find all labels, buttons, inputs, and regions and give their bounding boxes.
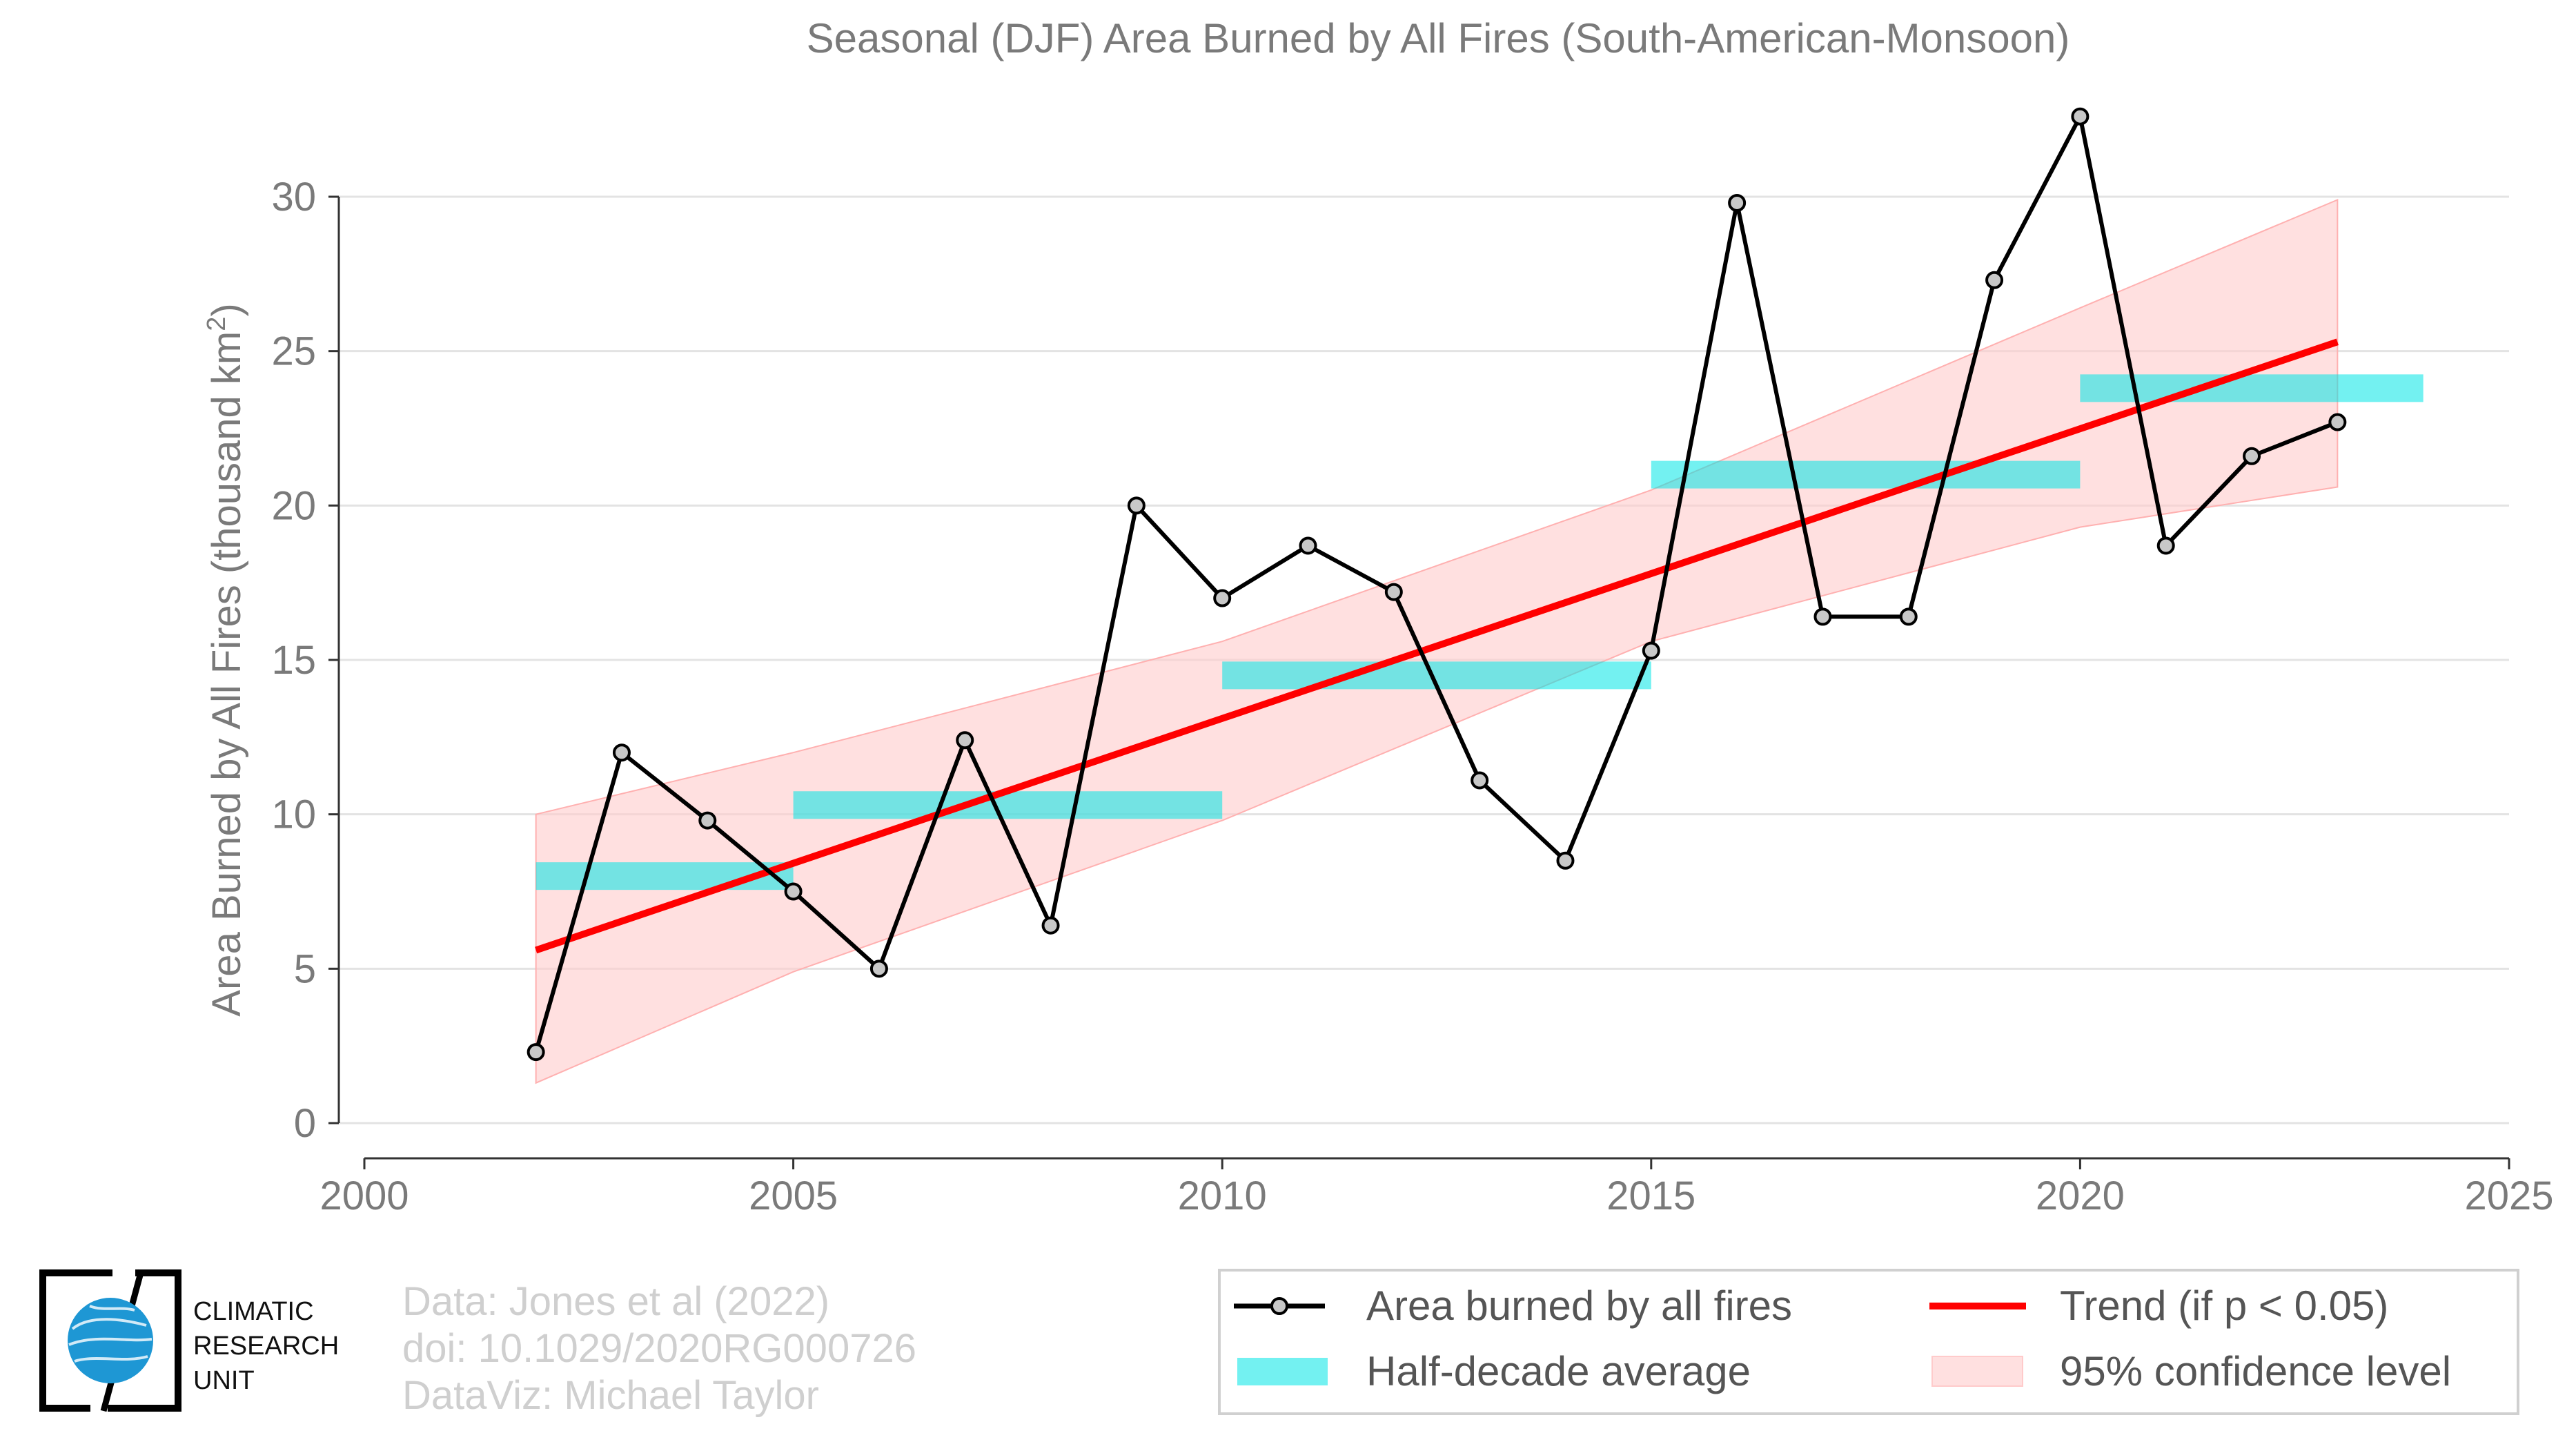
y-tick-label: 10	[271, 792, 316, 837]
x-tick-label: 2025	[2464, 1174, 2553, 1218]
x-tick-labels: 2000 2005 2010 2015 2020 2025	[319, 1158, 2554, 1218]
credit-data: Data: Jones et al (2022)	[402, 1279, 829, 1324]
globe-icon	[68, 1298, 153, 1383]
logo-frame-right	[108, 1269, 181, 1412]
data-point	[1384, 583, 1403, 601]
legend-marker-swatch	[1270, 1297, 1288, 1315]
data-point	[2156, 536, 2175, 555]
legend-label-band: 95% confidence level	[2060, 1348, 2451, 1394]
data-point	[2328, 413, 2347, 431]
y-tick-label: 15	[271, 638, 316, 683]
area-burned-line	[533, 114, 2339, 1053]
area-burned-layer	[527, 107, 2347, 1062]
x-tick-label: 2010	[1178, 1174, 1267, 1218]
x-tick-label: 2020	[2036, 1174, 2125, 1218]
legend-box	[1218, 1269, 2519, 1415]
data-point	[2071, 107, 2090, 126]
data-point	[1728, 193, 1747, 212]
x-tick-label: 2015	[1606, 1174, 1695, 1218]
data-point	[784, 882, 803, 901]
half-decade-average-bar	[793, 791, 1223, 819]
credit-doi: doi: 10.1029/2020RG000726	[402, 1326, 916, 1371]
x-tick-label: 2000	[319, 1174, 409, 1218]
logo-text-line1: CLIMATIC	[193, 1297, 314, 1326]
y-tick-label: 25	[271, 329, 316, 374]
cru-logo: CLIMATIC RESEARCH UNIT	[39, 1269, 339, 1412]
trend-line	[535, 338, 2339, 954]
y-tick-label: 5	[294, 946, 316, 991]
data-point	[1213, 589, 1232, 607]
y-tick-label: 20	[271, 483, 316, 528]
legend-average-swatch	[1237, 1358, 1328, 1385]
y-axis-label-end: )	[204, 303, 249, 316]
data-point	[2243, 447, 2261, 465]
data-point	[527, 1043, 545, 1062]
y-tick-label: 0	[294, 1101, 316, 1146]
y-tick-labels: 0 5 10 15 20 25 30	[271, 175, 339, 1146]
data-point	[1471, 771, 1489, 790]
trend-layer	[535, 338, 2339, 954]
legend: Area burned by all fires Half-decade ave…	[1218, 1269, 2519, 1415]
data-point	[956, 731, 974, 750]
logo-text-line2: RESEARCH	[193, 1332, 339, 1361]
credit-dataviz: DataViz: Michael Taylor	[402, 1373, 819, 1418]
data-point	[1899, 607, 1918, 626]
data-point	[1556, 851, 1575, 870]
confidence-band-layer	[535, 198, 2339, 1084]
data-point	[1985, 271, 2004, 289]
confidence-band	[535, 198, 2339, 1084]
chart-title: Seasonal (DJF) Area Burned by All Fires …	[807, 15, 2070, 61]
legend-band-swatch	[1931, 1356, 2023, 1387]
logo-frame-left	[39, 1269, 112, 1412]
data-point	[1299, 536, 1317, 555]
legend-label-trend: Trend (if p < 0.05)	[2060, 1283, 2388, 1329]
logo-text-line3: UNIT	[193, 1366, 255, 1395]
y-axis-label: Area Burned by All Fires (thousand km2)	[202, 303, 249, 1016]
y-axis-label-superscript: 2	[202, 317, 231, 331]
data-point	[1127, 496, 1146, 515]
data-point	[1642, 641, 1660, 660]
data-point	[612, 743, 631, 762]
half-decade-average-bar	[1651, 460, 2081, 489]
y-tick-label: 30	[271, 175, 316, 220]
data-point	[869, 960, 888, 978]
x-tick-label: 2005	[749, 1174, 838, 1218]
globe-swirl	[68, 1305, 153, 1363]
data-point	[698, 811, 717, 830]
data-point	[1813, 607, 1832, 626]
data-point	[1041, 916, 1060, 935]
legend-label-area: Area burned by all fires	[1366, 1283, 1792, 1329]
legend-label-average: Half-decade average	[1366, 1348, 1751, 1394]
